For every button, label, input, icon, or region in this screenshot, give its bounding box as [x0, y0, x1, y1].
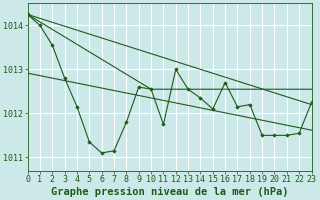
- X-axis label: Graphe pression niveau de la mer (hPa): Graphe pression niveau de la mer (hPa): [51, 186, 288, 197]
